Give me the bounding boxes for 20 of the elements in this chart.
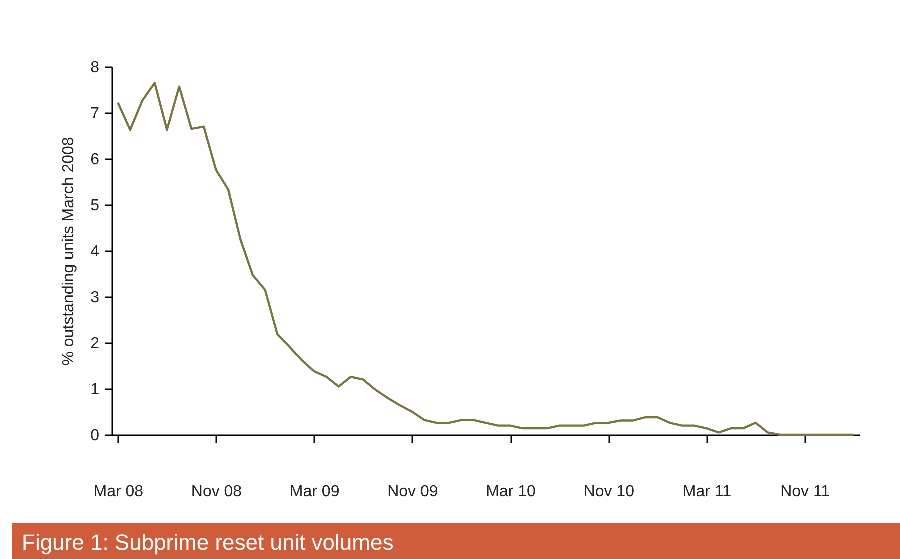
x-tick-label: Nov 10	[584, 484, 635, 500]
y-tick-label: 5	[90, 198, 100, 214]
line-series	[117, 82, 855, 436]
x-tick-label: Mar 08	[94, 484, 144, 500]
y-tick-label: 2	[90, 336, 100, 352]
y-axis-title: % outstanding units March 2008	[60, 137, 78, 366]
x-tick-label: Mar 09	[290, 484, 340, 500]
y-tick-label: 1	[90, 382, 100, 398]
text: Figure 1: Subprime reset unit volumes	[12, 523, 900, 559]
x-tick-label: Nov 08	[191, 484, 242, 500]
y-tick-label: 3	[90, 290, 100, 306]
y-tick-label: 8	[90, 60, 100, 76]
y-tick-label: 4	[90, 244, 100, 260]
y-tick-label: 7	[90, 106, 100, 122]
x-tick-label: Nov 09	[388, 484, 438, 500]
x-tick-label: Mar 10	[486, 484, 536, 500]
x-tick-label: Nov 11	[780, 484, 830, 500]
y-tick-label: 6	[90, 152, 100, 168]
y-tick-label: 0	[90, 428, 100, 444]
x-tick-label: Mar 11	[682, 484, 732, 500]
